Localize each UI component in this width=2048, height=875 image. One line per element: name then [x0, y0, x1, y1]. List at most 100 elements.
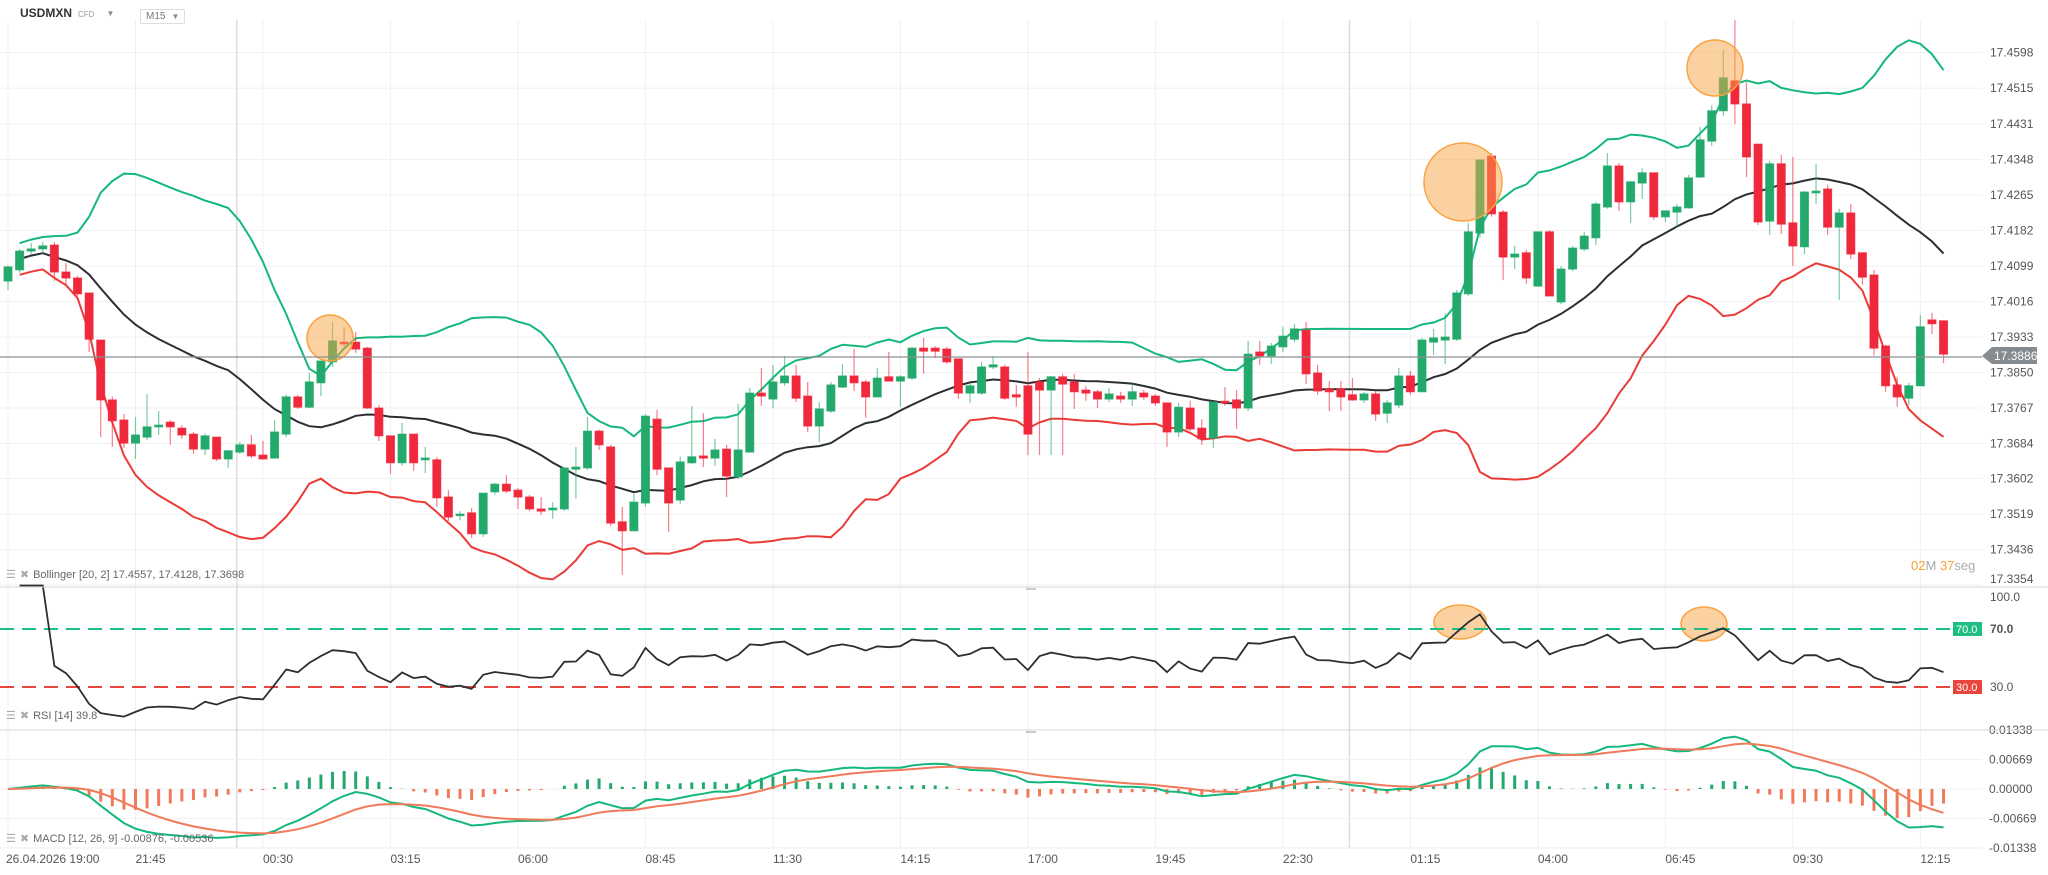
candle-bullish[interactable] [490, 482, 500, 495]
candle-bullish[interactable] [895, 375, 905, 407]
candle-bullish[interactable] [1243, 340, 1253, 412]
candle-bearish[interactable] [1324, 381, 1334, 412]
candle-bullish[interactable] [826, 381, 836, 414]
candle-bullish[interactable] [1289, 323, 1299, 343]
candle-bullish[interactable] [1799, 190, 1809, 255]
candle-bullish[interactable] [1707, 105, 1717, 146]
settings-list-icon[interactable]: ☰ [6, 833, 16, 845]
candle-bearish[interactable] [84, 292, 94, 353]
candle-bearish[interactable] [385, 435, 395, 474]
candle-bullish[interactable] [814, 402, 824, 442]
candle-bullish[interactable] [837, 363, 847, 388]
candle-bullish[interactable] [1915, 314, 1925, 387]
candle-bearish[interactable] [432, 456, 442, 507]
candle-bearish[interactable] [1649, 172, 1659, 220]
candle-bullish[interactable] [1811, 163, 1821, 205]
candle-bearish[interactable] [1869, 269, 1879, 356]
candle-bullish[interactable] [26, 242, 36, 255]
candle-bearish[interactable] [722, 444, 732, 498]
candle-bullish[interactable] [1834, 208, 1844, 300]
candle-bearish[interactable] [1614, 162, 1624, 211]
candle-bearish[interactable] [536, 497, 546, 515]
candle-bullish[interactable] [455, 511, 465, 521]
candle-bearish[interactable] [652, 409, 662, 476]
candle-bearish[interactable] [791, 364, 801, 403]
candle-bullish[interactable] [281, 394, 291, 438]
candle-bullish[interactable] [1579, 231, 1589, 252]
candle-bullish[interactable] [1637, 168, 1647, 199]
candle-bearish[interactable] [1846, 204, 1856, 260]
candle-bullish[interactable] [1672, 204, 1682, 228]
timeframe-dropdown[interactable]: M15 ▼ [140, 9, 186, 24]
candle-bullish[interactable] [1695, 127, 1705, 178]
candle-bearish[interactable] [1185, 400, 1195, 432]
candle-bearish[interactable] [1000, 364, 1010, 400]
candle-bearish[interactable] [617, 506, 627, 575]
candle-bullish[interactable] [1278, 326, 1288, 353]
candle-bearish[interactable] [258, 440, 268, 460]
candle-bearish[interactable] [1162, 402, 1172, 447]
candle-bearish[interactable] [1116, 391, 1126, 403]
candle-bullish[interactable] [316, 360, 326, 397]
candle-bullish[interactable] [1626, 181, 1636, 223]
candle-bearish[interactable] [1521, 249, 1531, 285]
symbol-selector[interactable]: USDMXN CFD ▼ [20, 6, 114, 20]
candle-bullish[interactable] [1046, 375, 1056, 456]
candle-bullish[interactable] [397, 423, 407, 466]
candle-bearish[interactable] [1776, 154, 1786, 234]
candle-bullish[interactable] [675, 456, 685, 504]
candle-bullish[interactable] [235, 441, 245, 454]
candle-bullish[interactable] [420, 446, 430, 474]
candle-bearish[interactable] [1939, 320, 1949, 364]
candle-bearish[interactable] [1927, 312, 1937, 335]
candle-bearish[interactable] [467, 508, 477, 539]
candle-bullish[interactable] [1208, 401, 1218, 448]
candle-bullish[interactable] [745, 387, 755, 453]
candle-bullish[interactable] [1602, 153, 1612, 209]
price-axis[interactable]: 17.4598 17.4515 17.4431 17.4348 17.4265 17.41… [1990, 46, 2034, 586]
candle-bearish[interactable] [96, 339, 106, 438]
candle-bearish[interactable] [501, 475, 511, 494]
candle-bearish[interactable] [246, 434, 256, 459]
candle-bearish[interactable] [1823, 184, 1833, 235]
candle-bearish[interactable] [1081, 385, 1091, 401]
candle-bullish[interactable] [1394, 367, 1404, 409]
candle-bullish[interactable] [1510, 245, 1520, 270]
candle-bullish[interactable] [15, 248, 25, 273]
candle-bearish[interactable] [525, 494, 535, 512]
candle-bearish[interactable] [953, 358, 963, 400]
candle-bearish[interactable] [409, 433, 419, 471]
candle-bearish[interactable] [1220, 387, 1230, 406]
candle-bullish[interactable] [1660, 210, 1670, 222]
candle-bullish[interactable] [872, 367, 882, 398]
candle-bearish[interactable] [443, 490, 453, 521]
candle-bullish[interactable] [1382, 399, 1392, 424]
candle-bearish[interactable] [1881, 344, 1891, 392]
candle-bearish[interactable] [1371, 390, 1381, 421]
candle-bearish[interactable] [374, 405, 384, 441]
candle-bullish[interactable] [38, 242, 48, 255]
candle-bullish[interactable] [733, 403, 743, 480]
candle-bearish[interactable] [1313, 364, 1323, 395]
candle-bearish[interactable] [594, 429, 604, 450]
candle-bullish[interactable] [571, 446, 581, 499]
candle-bearish[interactable] [698, 413, 708, 468]
candles[interactable] [3, 20, 1949, 575]
candle-bearish[interactable] [49, 242, 59, 282]
candle-bearish[interactable] [1011, 384, 1021, 407]
candle-bearish[interactable] [293, 394, 303, 409]
candle-bearish[interactable] [119, 414, 129, 448]
candle-bearish[interactable] [1753, 143, 1763, 225]
settings-list-icon[interactable]: ☰ [6, 569, 16, 581]
candle-bearish[interactable] [861, 379, 871, 418]
candle-bullish[interactable] [1591, 201, 1601, 246]
candle-bullish[interactable] [640, 414, 650, 507]
candle-bullish[interactable] [478, 492, 488, 537]
candle-bullish[interactable] [1174, 402, 1184, 438]
candle-bullish[interactable] [629, 494, 639, 532]
candle-bearish[interactable] [1255, 340, 1265, 365]
candle-bullish[interactable] [1127, 382, 1137, 406]
close-icon[interactable]: ✖ [19, 569, 30, 581]
candle-bearish[interactable] [606, 444, 616, 527]
